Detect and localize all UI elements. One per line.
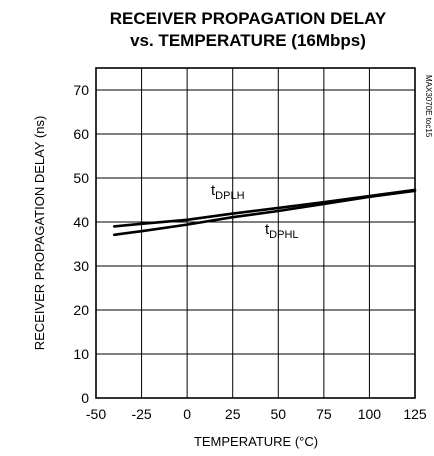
series-label-tdplh-sub: DPLH <box>215 190 244 202</box>
grid-lines <box>96 68 415 398</box>
plot-frame <box>95 67 416 399</box>
series-label-tdplh: tDPLH <box>211 182 245 202</box>
x-tick-labels: -50 -25 0 25 50 75 100 125 <box>86 406 427 422</box>
y-tick-label-1: 10 <box>73 346 89 362</box>
y-axis-label: RECEIVER PROPAGATION DELAY (ns) <box>32 116 47 351</box>
y-tick-label-0: 0 <box>81 390 89 406</box>
y-tick-label-4: 40 <box>73 214 89 230</box>
series-label-tdphl-sub: DPHL <box>269 229 298 241</box>
y-tick-label-3: 30 <box>73 258 89 274</box>
series-label-tdphl-main: t <box>265 221 270 238</box>
x-tick-label-3: 25 <box>225 406 241 422</box>
y-tick-label-7: 70 <box>73 82 89 98</box>
x-tick-label-4: 50 <box>270 406 286 422</box>
y-tick-label-2: 20 <box>73 302 89 318</box>
series-line-tdphl <box>112 189 417 237</box>
chart-title-line-2: vs. TEMPERATURE (16Mbps) <box>130 31 366 50</box>
chart-title-line-1: RECEIVER PROPAGATION DELAY <box>110 9 387 28</box>
y-tick-label-6: 60 <box>73 126 89 142</box>
watermark: MAX3070E toc15 <box>424 75 433 138</box>
series-lines <box>112 188 417 237</box>
x-tick-label-2: 0 <box>183 406 191 422</box>
x-axis-label: TEMPERATURE (°C) <box>194 434 318 449</box>
y-tick-label-5: 50 <box>73 170 89 186</box>
series-label-tdplh-main: t <box>211 182 216 199</box>
x-tick-label-7: 125 <box>403 406 427 422</box>
x-tick-label-6: 100 <box>358 406 382 422</box>
series-label-tdphl: tDPHL <box>265 221 299 241</box>
x-tick-label-5: 75 <box>316 406 332 422</box>
y-tick-labels: 0 10 20 30 40 50 60 70 <box>73 82 89 406</box>
x-tick-label-1: -25 <box>131 406 151 422</box>
x-tick-label-0: -50 <box>86 406 106 422</box>
